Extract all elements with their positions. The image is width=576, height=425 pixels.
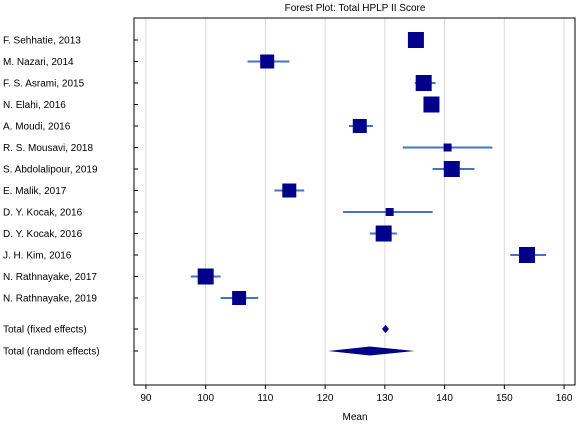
x-tick-label: 150 — [496, 393, 513, 404]
study-label: M. Nazari, 2014 — [3, 57, 74, 68]
study-label: F. S. Asrami, 2015 — [3, 79, 85, 90]
effect-marker — [519, 247, 536, 263]
x-tick-label: 140 — [436, 393, 453, 404]
study-label: N. Elahi, 2016 — [3, 100, 66, 111]
study-label: R. S. Mousavi, 2018 — [3, 143, 93, 154]
grid-layer — [145, 18, 565, 385]
pooled-diamond — [328, 346, 415, 356]
x-axis-title: Mean — [342, 412, 367, 423]
x-tick-label: 110 — [257, 393, 273, 404]
x-axis: 90 100 110 120 130 140 150 160 — [140, 385, 573, 404]
x-tick-label: 120 — [317, 393, 334, 404]
effect-marker — [260, 54, 275, 69]
effect-markers — [134, 32, 547, 356]
effect-marker — [423, 96, 440, 113]
effect-marker — [375, 225, 392, 242]
x-tick-label: 160 — [556, 393, 573, 404]
effect-marker — [282, 183, 297, 198]
study-label: F. Sehhatie, 2013 — [3, 36, 81, 47]
effect-marker — [232, 291, 247, 305]
study-label: J. H. Kim, 2016 — [3, 251, 72, 262]
study-label: S. Abdolalipour, 2019 — [3, 165, 98, 176]
x-tick-label: 90 — [140, 393, 152, 404]
effect-marker — [352, 119, 367, 133]
study-label: E. Malik, 2017 — [3, 186, 67, 197]
effect-marker — [385, 208, 394, 216]
x-tick-label: 100 — [197, 393, 214, 404]
plot-frame — [133, 17, 576, 386]
pooled-label: Total (fixed effects) — [3, 325, 87, 336]
x-tick-label: 130 — [377, 393, 394, 404]
study-label: A. Moudi, 2016 — [3, 122, 71, 133]
effect-marker — [443, 143, 452, 152]
study-label: D. Y. Kocak, 2016 — [3, 229, 83, 240]
pooled-diamond — [381, 325, 389, 333]
study-label: D. Y. Kocak, 2016 — [3, 208, 83, 219]
chart-title: Forest Plot: Total HPLP II Score — [285, 3, 426, 14]
effect-marker — [197, 268, 214, 285]
study-labels: F. Sehhatie, 2013 M. Nazari, 2014 F. S. As… — [3, 36, 100, 358]
effect-marker — [443, 161, 460, 177]
pooled-label: Total (random effects) — [3, 347, 100, 358]
study-label: N. Rathnayake, 2017 — [3, 272, 97, 283]
effect-marker — [407, 32, 424, 48]
effect-marker — [415, 75, 432, 91]
study-label: N. Rathnayake, 2019 — [3, 294, 97, 305]
